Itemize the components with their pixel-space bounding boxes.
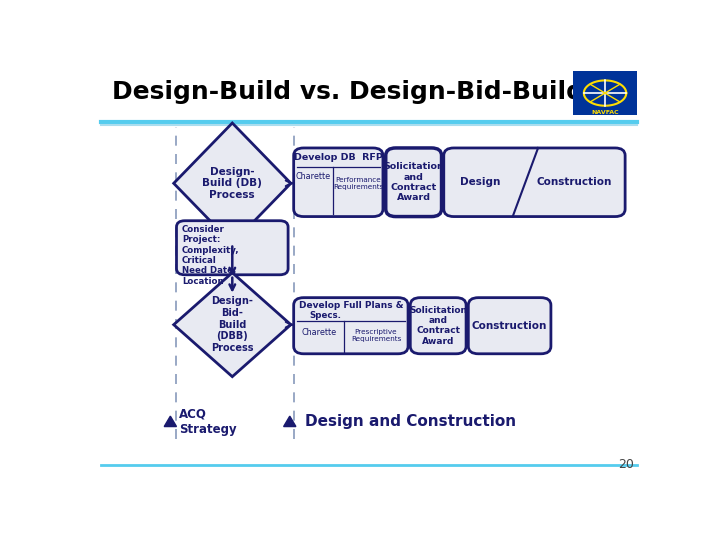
Polygon shape <box>174 123 291 244</box>
Text: Construction: Construction <box>472 321 547 330</box>
Text: Solicitation
and
Contract
Award: Solicitation and Contract Award <box>409 306 467 346</box>
Text: Design-Build vs. Design-Bid-Build: Design-Build vs. Design-Bid-Build <box>112 80 585 104</box>
Text: Charette: Charette <box>296 172 331 181</box>
Text: Solicitation
and
Contract
Award: Solicitation and Contract Award <box>383 162 444 202</box>
Text: Specs.: Specs. <box>310 311 342 320</box>
Text: Design and Construction: Design and Construction <box>305 414 516 429</box>
Text: Performance
Requirements: Performance Requirements <box>333 177 383 190</box>
FancyBboxPatch shape <box>294 148 383 217</box>
Text: Design: Design <box>460 177 500 187</box>
Text: Construction: Construction <box>536 177 612 187</box>
FancyBboxPatch shape <box>176 221 288 275</box>
Polygon shape <box>164 416 176 427</box>
Text: Develop DB  RFP: Develop DB RFP <box>294 153 383 161</box>
Text: Consider
Project:
Complexity,
Critical
Need Date,
Location: Consider Project: Complexity, Critical N… <box>182 225 240 286</box>
FancyBboxPatch shape <box>410 298 466 354</box>
Polygon shape <box>174 273 291 377</box>
Text: Design-
Build (DB)
Process: Design- Build (DB) Process <box>202 167 262 200</box>
Text: Charette: Charette <box>301 328 336 338</box>
Text: Develop Full Plans &: Develop Full Plans & <box>299 301 403 310</box>
Text: NAVFAC: NAVFAC <box>591 110 619 114</box>
Text: Design-
Bid-
Build
(DBB)
Process: Design- Bid- Build (DBB) Process <box>211 296 253 353</box>
FancyBboxPatch shape <box>386 148 441 217</box>
Text: ACQ
Strategy: ACQ Strategy <box>179 408 237 436</box>
FancyBboxPatch shape <box>294 298 408 354</box>
FancyBboxPatch shape <box>444 148 625 217</box>
Polygon shape <box>284 416 296 427</box>
FancyBboxPatch shape <box>572 71 637 114</box>
FancyBboxPatch shape <box>468 298 551 354</box>
Text: 20: 20 <box>618 458 634 471</box>
Text: Prescriptive
Requirements: Prescriptive Requirements <box>351 328 401 342</box>
